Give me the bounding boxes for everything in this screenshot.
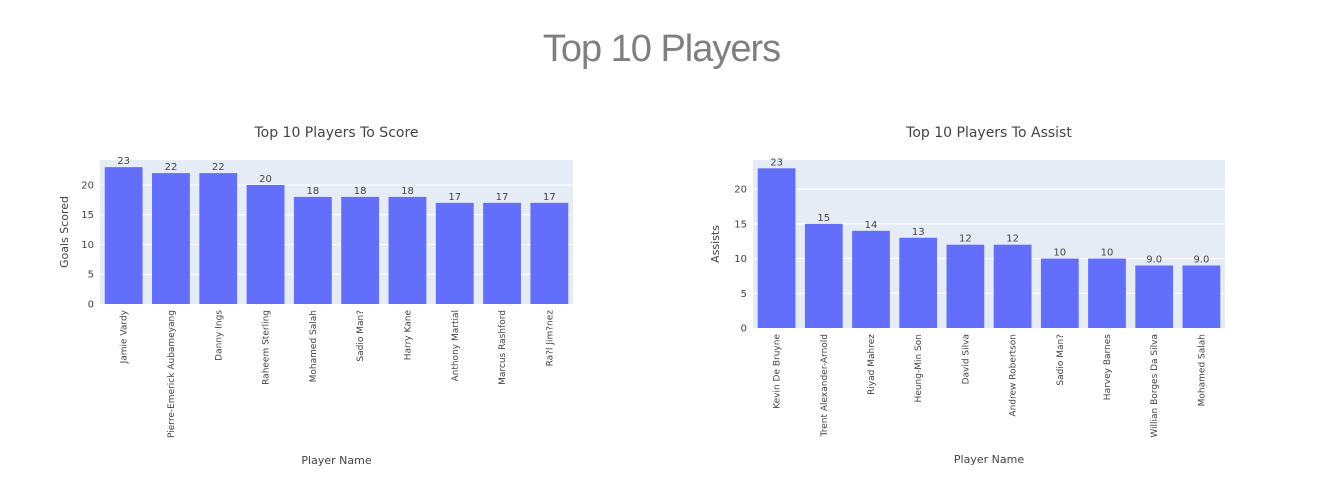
x-tick-label: Sadio Man? [1056, 334, 1066, 386]
bar[interactable] [341, 196, 380, 304]
chart-goals: 0 5 10 15 20 23 Jamie Vardy 22 Pierre-Emerick Au… [58, 125, 573, 467]
data-label: 12 [959, 234, 972, 245]
bar[interactable] [993, 244, 1032, 328]
data-label: 12 [1006, 234, 1019, 245]
x-tick-label: David Silva [961, 334, 971, 384]
bar[interactable] [899, 237, 938, 328]
y-tick-label: 10 [81, 240, 94, 251]
bar[interactable] [435, 202, 474, 304]
bar[interactable] [199, 173, 238, 304]
data-label: 10 [1101, 248, 1114, 259]
x-tick-label: Trent Alexander-Arnold [820, 334, 830, 437]
x-tick-label: Danny Ings [214, 310, 224, 361]
x-tick-label: Anthony Martial [451, 310, 461, 382]
bar[interactable] [852, 230, 890, 328]
x-tick-label: Heung-Min Son [914, 334, 924, 402]
bar[interactable] [104, 167, 143, 304]
y-tick-label: 20 [734, 185, 747, 196]
data-label: 22 [212, 162, 225, 173]
x-tick-label: Ra?l Jim?nez [545, 310, 555, 367]
y-tick-label: 0 [741, 324, 747, 335]
data-label: 23 [770, 157, 783, 168]
x-tick-label: Harry Kane [403, 310, 413, 361]
data-label: 14 [865, 220, 878, 231]
y-tick-label: 5 [741, 289, 747, 300]
x-tick-label: Raheem Sterling [262, 310, 272, 385]
chart-title: Top 10 Players To Assist [905, 125, 1072, 141]
bar[interactable] [946, 244, 985, 328]
data-label: 18 [401, 186, 414, 197]
bar[interactable] [530, 202, 569, 304]
data-label: 18 [354, 186, 367, 197]
bar[interactable] [293, 196, 332, 304]
bar[interactable] [804, 223, 843, 328]
bar[interactable] [483, 202, 521, 304]
x-tick-label: Andrew Robertson [1009, 334, 1019, 417]
bar[interactable] [1088, 258, 1126, 328]
x-tick-label: Kevin De Bruyne [773, 334, 783, 409]
chart-title: Top 10 Players To Score [253, 125, 418, 141]
y-axis-label: Goals Scored [58, 196, 71, 268]
x-tick-label: Jamie Vardy [120, 309, 130, 364]
x-tick-label: Marcus Rashford [498, 310, 508, 385]
bar[interactable] [246, 184, 285, 304]
data-label: 18 [306, 186, 319, 197]
y-tick-label: 5 [88, 270, 94, 281]
y-tick-label: 0 [88, 300, 94, 311]
bar[interactable] [152, 173, 190, 304]
data-label: 23 [117, 156, 130, 167]
x-tick-label: Mohamed Salah [1197, 334, 1207, 406]
chart-assists: 0 5 10 15 20 23 Kevin De Bruyne 15 Trent Alexand… [709, 125, 1225, 466]
page-title: Top 10 Players [542, 28, 781, 70]
x-tick-label: Willian Borges Da Silva [1150, 334, 1160, 438]
bar[interactable] [1135, 265, 1174, 328]
data-label: 10 [1053, 248, 1066, 259]
x-tick-label: Pierre-Emerick Aubameyang [167, 310, 177, 438]
x-tick-label: Sadio Man? [356, 310, 366, 362]
data-label: 9.0 [1146, 255, 1162, 266]
data-label: 15 [817, 213, 830, 224]
x-axis-label: Player Name [301, 454, 371, 467]
data-label: 9.0 [1193, 255, 1209, 266]
data-label: 17 [448, 192, 461, 203]
data-label: 13 [912, 227, 925, 238]
y-tick-label: 20 [81, 180, 94, 191]
x-axis-label: Player Name [954, 453, 1024, 466]
y-tick-label: 15 [734, 219, 747, 230]
x-tick-label: Mohamed Salah [309, 310, 319, 382]
data-label: 22 [165, 162, 178, 173]
bar[interactable] [1182, 265, 1221, 328]
x-tick-label: Riyad Mahrez [867, 334, 877, 395]
data-label: 20 [259, 174, 272, 185]
bar[interactable] [1040, 258, 1079, 328]
y-axis-label: Assists [709, 225, 722, 263]
x-tick-label: Harvey Barnes [1103, 334, 1113, 401]
data-label: 17 [496, 192, 509, 203]
data-label: 17 [543, 192, 556, 203]
bar[interactable] [388, 196, 427, 304]
y-tick-label: 15 [81, 210, 94, 221]
y-tick-label: 10 [734, 254, 747, 265]
bar[interactable] [757, 168, 796, 328]
